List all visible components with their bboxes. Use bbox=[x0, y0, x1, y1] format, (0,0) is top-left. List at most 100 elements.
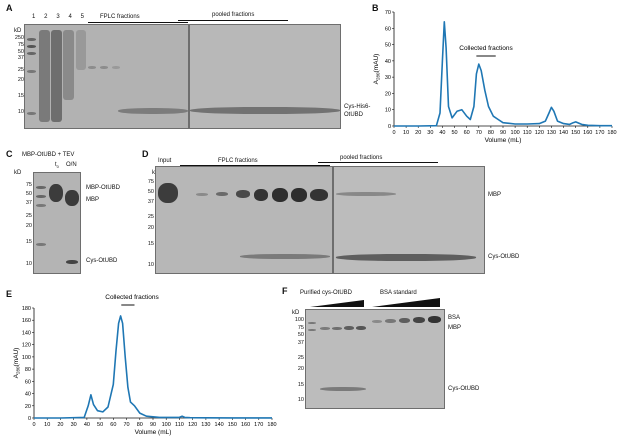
panel-c-label-mbp-otubd: MBP-OtUBD bbox=[86, 185, 121, 191]
gradient-wedge-bsa bbox=[372, 298, 440, 307]
y-label-unit: (mAU) bbox=[373, 54, 380, 73]
x-tick-label: 30 bbox=[71, 422, 77, 428]
panel-c-marker-10: 10 bbox=[25, 261, 32, 267]
panel-d-fplc-line bbox=[180, 165, 330, 166]
x-tick-label: 50 bbox=[451, 130, 457, 136]
collected-fractions-label: Collected fractions bbox=[105, 294, 159, 301]
panel-c-kd-label: kD bbox=[14, 170, 22, 176]
gel-band-mbp bbox=[332, 327, 342, 330]
gel-band bbox=[36, 204, 46, 207]
y-tick-label: 30 bbox=[385, 75, 391, 81]
panel-c-marker-37: 37 bbox=[25, 200, 32, 206]
x-tick-label: 120 bbox=[188, 422, 197, 428]
panel-d-marker-37: 37 bbox=[147, 199, 154, 205]
gel-band-mbp bbox=[65, 190, 79, 206]
y-tick-label: 70 bbox=[385, 10, 391, 16]
panel-c-title: MBP-OtUBD + TEV bbox=[22, 152, 75, 158]
x-tick-label: 100 bbox=[511, 130, 520, 136]
x-tick-label: 90 bbox=[150, 422, 156, 428]
panel-a-marker-50: 50 bbox=[17, 49, 24, 55]
panel-d-input-label: Input bbox=[158, 158, 172, 164]
x-tick-label: 170 bbox=[595, 130, 604, 136]
x-tick-label: 130 bbox=[547, 130, 556, 136]
panel-c-marker-15: 15 bbox=[25, 239, 32, 245]
y-axis-label: A280(mAU) bbox=[13, 348, 21, 379]
panel-a-marker-15: 15 bbox=[17, 93, 24, 99]
panel-f-marker-100: 100 bbox=[294, 317, 304, 323]
y-axis-label: A280(mAU) bbox=[373, 54, 381, 85]
gel-band-otubd bbox=[118, 108, 188, 114]
panel-b-letter: B bbox=[372, 3, 379, 13]
panel-f-kd-label: kD bbox=[292, 310, 300, 316]
panel-f-marker-10: 10 bbox=[297, 397, 304, 403]
gel-band-input bbox=[158, 183, 178, 203]
x-tick-label: 130 bbox=[201, 422, 210, 428]
gradient-wedge-purified bbox=[310, 300, 364, 307]
gel-band bbox=[27, 52, 36, 55]
gel-band bbox=[36, 195, 46, 198]
panel-a-marker-250: 250 bbox=[14, 35, 24, 41]
x-tick-label: 20 bbox=[57, 422, 63, 428]
gel-band-mbp-pooled bbox=[336, 192, 396, 196]
gel-band bbox=[254, 189, 268, 201]
gel-band bbox=[291, 188, 307, 202]
x-tick-label: 0 bbox=[32, 422, 35, 428]
gel-band bbox=[36, 186, 46, 189]
panel-a-pooled-line bbox=[178, 20, 288, 21]
gel-band-bsa bbox=[372, 320, 382, 323]
gel-band bbox=[196, 193, 208, 196]
gel-band bbox=[36, 243, 46, 246]
gel-band-bsa bbox=[428, 316, 441, 323]
y-tick-label: 60 bbox=[385, 26, 391, 32]
panel-f-marker-37: 37 bbox=[297, 340, 304, 346]
x-tick-label: 180 bbox=[607, 130, 616, 136]
panel-c-marker-75: 75 bbox=[25, 182, 32, 188]
x-tick-label: 30 bbox=[427, 130, 433, 136]
gel-band bbox=[310, 189, 328, 201]
lane-t0-text: t bbox=[55, 162, 57, 168]
panel-d-header-pooled: pooled fractions bbox=[340, 155, 383, 161]
panel-a-lane-numbers: 1 2 3 4 5 bbox=[32, 14, 84, 20]
lane-number: 3 bbox=[56, 14, 60, 20]
y-tick-label: 0 bbox=[388, 124, 391, 130]
panel-a-kd-label: kD bbox=[14, 28, 22, 34]
y-tick-label: 80 bbox=[25, 367, 31, 373]
x-tick-label: 150 bbox=[571, 130, 580, 136]
y-tick-label: 20 bbox=[385, 91, 391, 97]
gel-band bbox=[236, 190, 250, 198]
x-axis-label: Volume (mL) bbox=[485, 137, 522, 144]
x-tick-label: 90 bbox=[500, 130, 506, 136]
x-tick-label: 60 bbox=[110, 422, 116, 428]
y-label-sub: 280 bbox=[376, 72, 381, 80]
series-line bbox=[394, 20, 612, 127]
y-label-main: A bbox=[13, 373, 20, 378]
x-tick-label: 40 bbox=[439, 130, 445, 136]
gel-band bbox=[112, 66, 120, 69]
gel-band-cys-otubd bbox=[66, 260, 78, 264]
panel-c-lane-on: O/N bbox=[66, 162, 77, 168]
panel-d-label-mbp: MBP bbox=[488, 192, 502, 198]
panel-f-marker-20: 20 bbox=[297, 366, 304, 372]
panel-f-marker-15: 15 bbox=[297, 382, 304, 388]
y-tick-label: 0 bbox=[28, 416, 31, 422]
x-tick-label: 140 bbox=[559, 130, 568, 136]
gel-band bbox=[216, 192, 228, 196]
collected-fractions-label: Collected fractions bbox=[459, 45, 513, 52]
panel-a-marker-37: 37 bbox=[17, 55, 24, 61]
panel-f-marker-50: 50 bbox=[297, 332, 304, 338]
x-tick-label: 80 bbox=[137, 422, 143, 428]
gel-band bbox=[308, 329, 316, 331]
gel-band-bsa bbox=[399, 318, 410, 323]
panel-a-band-label-2: OtUBD bbox=[344, 112, 364, 118]
x-tick-label: 150 bbox=[228, 422, 237, 428]
panel-f-header-bsa: BSA standard bbox=[380, 290, 417, 296]
gel-band bbox=[272, 188, 288, 202]
panel-f-label-cys-otubd: Cys-OtUBD bbox=[448, 386, 480, 392]
x-tick-label: 50 bbox=[97, 422, 103, 428]
gel-band-otubd-pooled bbox=[336, 254, 476, 261]
panel-a-letter: A bbox=[6, 3, 13, 13]
panel-d-marker-10: 10 bbox=[147, 262, 154, 268]
x-axis-label: Volume (mL) bbox=[135, 429, 172, 436]
